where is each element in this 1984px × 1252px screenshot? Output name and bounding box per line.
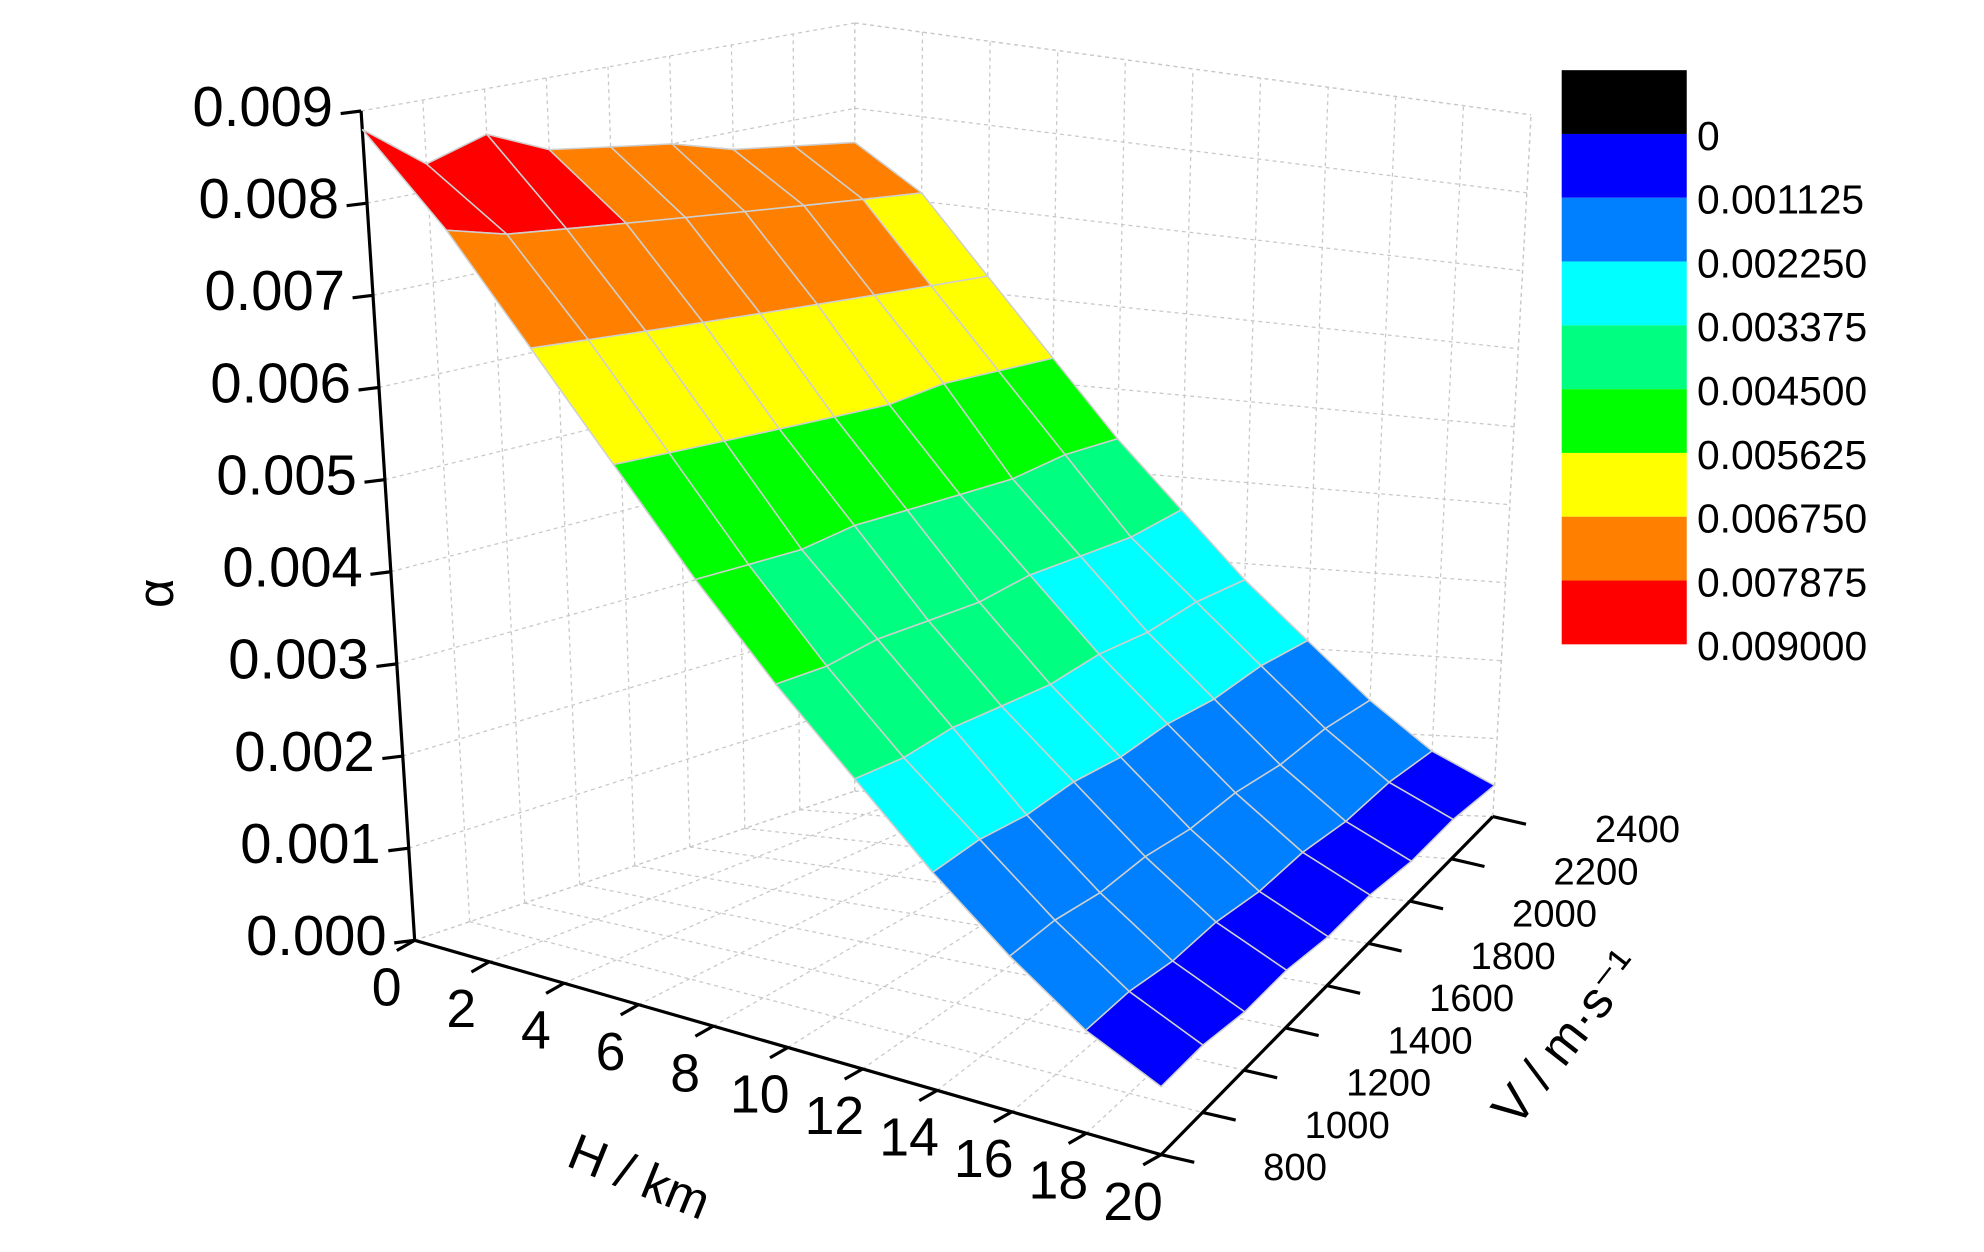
tick-mark — [1326, 984, 1361, 995]
tick-mark — [545, 981, 565, 995]
grid-line — [489, 793, 919, 963]
x-tick-label: 18 — [1029, 1150, 1089, 1210]
tick-mark — [1409, 899, 1444, 911]
tick-mark — [769, 1046, 789, 1060]
x-axis-label: H / km — [560, 1122, 718, 1230]
tick-mark — [382, 754, 403, 761]
z-tick-label: 0.007 — [204, 259, 344, 322]
y-tick-label: 800 — [1263, 1146, 1327, 1189]
box-edge — [1492, 114, 1532, 817]
x-tick-label: 8 — [670, 1043, 700, 1103]
tick-mark — [470, 960, 491, 974]
tick-mark — [1285, 1026, 1320, 1038]
axis-line — [359, 110, 417, 941]
tick-mark — [358, 385, 380, 392]
tick-mark — [843, 1067, 864, 1081]
colorbar-swatch — [1561, 580, 1687, 645]
colorbar-label: 0 — [1697, 113, 1720, 159]
box-edge — [854, 22, 1532, 116]
colorbar-label: 0.006750 — [1697, 496, 1867, 542]
colorbar-label: 0.005625 — [1697, 432, 1867, 478]
tick-mark — [694, 1024, 715, 1038]
grid-line — [1085, 813, 1430, 1134]
grid-line — [1236, 78, 1262, 807]
tick-mark — [388, 846, 409, 853]
tick-mark — [619, 1003, 640, 1017]
z-tick-label: 0.006 — [210, 351, 350, 414]
tick-mark — [340, 109, 362, 116]
colorbar-label: 0.004500 — [1697, 368, 1867, 414]
tick-mark — [1492, 815, 1527, 826]
colorbar-swatch — [1561, 197, 1687, 262]
grid-line — [414, 790, 856, 941]
plot: α H / km V / m·s⁻¹ 0.0000.0010.0020.0030… — [127, 22, 1867, 1232]
colorbar-swatch — [1561, 325, 1687, 390]
y-tick-label: 2200 — [1553, 850, 1638, 893]
x-tick-label: 6 — [596, 1022, 626, 1082]
x-tick-label: 0 — [372, 958, 402, 1018]
grid-line — [1428, 105, 1465, 815]
colorbar-label: 0.003375 — [1697, 304, 1867, 350]
y-tick-label: 1400 — [1388, 1019, 1473, 1062]
colorbar-swatch — [1561, 389, 1687, 453]
tick-mark — [370, 570, 392, 576]
colorbar-label: 0.002250 — [1697, 240, 1867, 286]
tick-mark — [364, 478, 386, 484]
z-tick-label: 0.001 — [240, 812, 380, 875]
y-tick-label: 1800 — [1470, 935, 1555, 978]
z-axis-label: α — [127, 579, 184, 609]
y-tick-label: 1200 — [1346, 1062, 1431, 1105]
colorbar-swatch — [1561, 70, 1687, 134]
x-tick-label: 10 — [730, 1065, 790, 1125]
surface-cell — [1084, 990, 1205, 1088]
y-tick-label: 1600 — [1429, 977, 1514, 1020]
tick-mark — [1202, 1110, 1237, 1122]
tick-mark — [1067, 1131, 1088, 1145]
tick-mark — [376, 662, 398, 669]
x-tick-label: 2 — [446, 979, 476, 1039]
tick-mark — [1450, 857, 1485, 869]
x-tick-label: 4 — [521, 1000, 551, 1060]
colorbar-swatch — [1561, 261, 1687, 326]
z-tick-label: 0.008 — [199, 167, 339, 230]
colorbar-swatch — [1561, 452, 1687, 517]
colorbar-swatch — [1561, 516, 1687, 581]
tick-mark — [346, 201, 368, 208]
tick-mark — [993, 1110, 1013, 1124]
x-tick-label: 12 — [805, 1086, 865, 1146]
z-tick-label: 0.002 — [234, 720, 374, 783]
x-tick-label: 16 — [954, 1129, 1014, 1189]
z-tick-label: 0.004 — [222, 536, 362, 599]
x-tick-label: 14 — [879, 1108, 939, 1168]
y-tick-label: 2000 — [1512, 893, 1597, 936]
y-tick-label: 1000 — [1305, 1104, 1390, 1147]
grid-line — [854, 193, 1523, 272]
tick-mark — [396, 938, 416, 952]
z-tick-label: 0.003 — [228, 628, 368, 691]
tick-mark — [1243, 1068, 1278, 1080]
colorbar-swatch — [1561, 133, 1687, 198]
grid-line — [1300, 87, 1329, 809]
tick-mark — [352, 293, 374, 300]
grid-line — [408, 705, 856, 849]
z-tick-label: 0.009 — [193, 75, 333, 138]
colorbar-label: 0.001125 — [1697, 177, 1864, 223]
colorbar-label: 0.007875 — [1697, 559, 1867, 605]
grid-line — [396, 534, 856, 665]
y-tick-label: 2400 — [1595, 808, 1680, 851]
tick-mark — [1142, 1153, 1162, 1167]
x-tick-label: 20 — [1103, 1172, 1163, 1232]
tick-mark — [918, 1088, 938, 1102]
grid-line — [483, 88, 526, 904]
z-tick-label: 0.000 — [246, 904, 386, 967]
tick-mark — [1160, 1153, 1195, 1164]
colorbar-label: 0.009000 — [1697, 623, 1867, 669]
tick-mark — [1368, 941, 1402, 953]
z-tick-label: 0.005 — [216, 443, 356, 506]
